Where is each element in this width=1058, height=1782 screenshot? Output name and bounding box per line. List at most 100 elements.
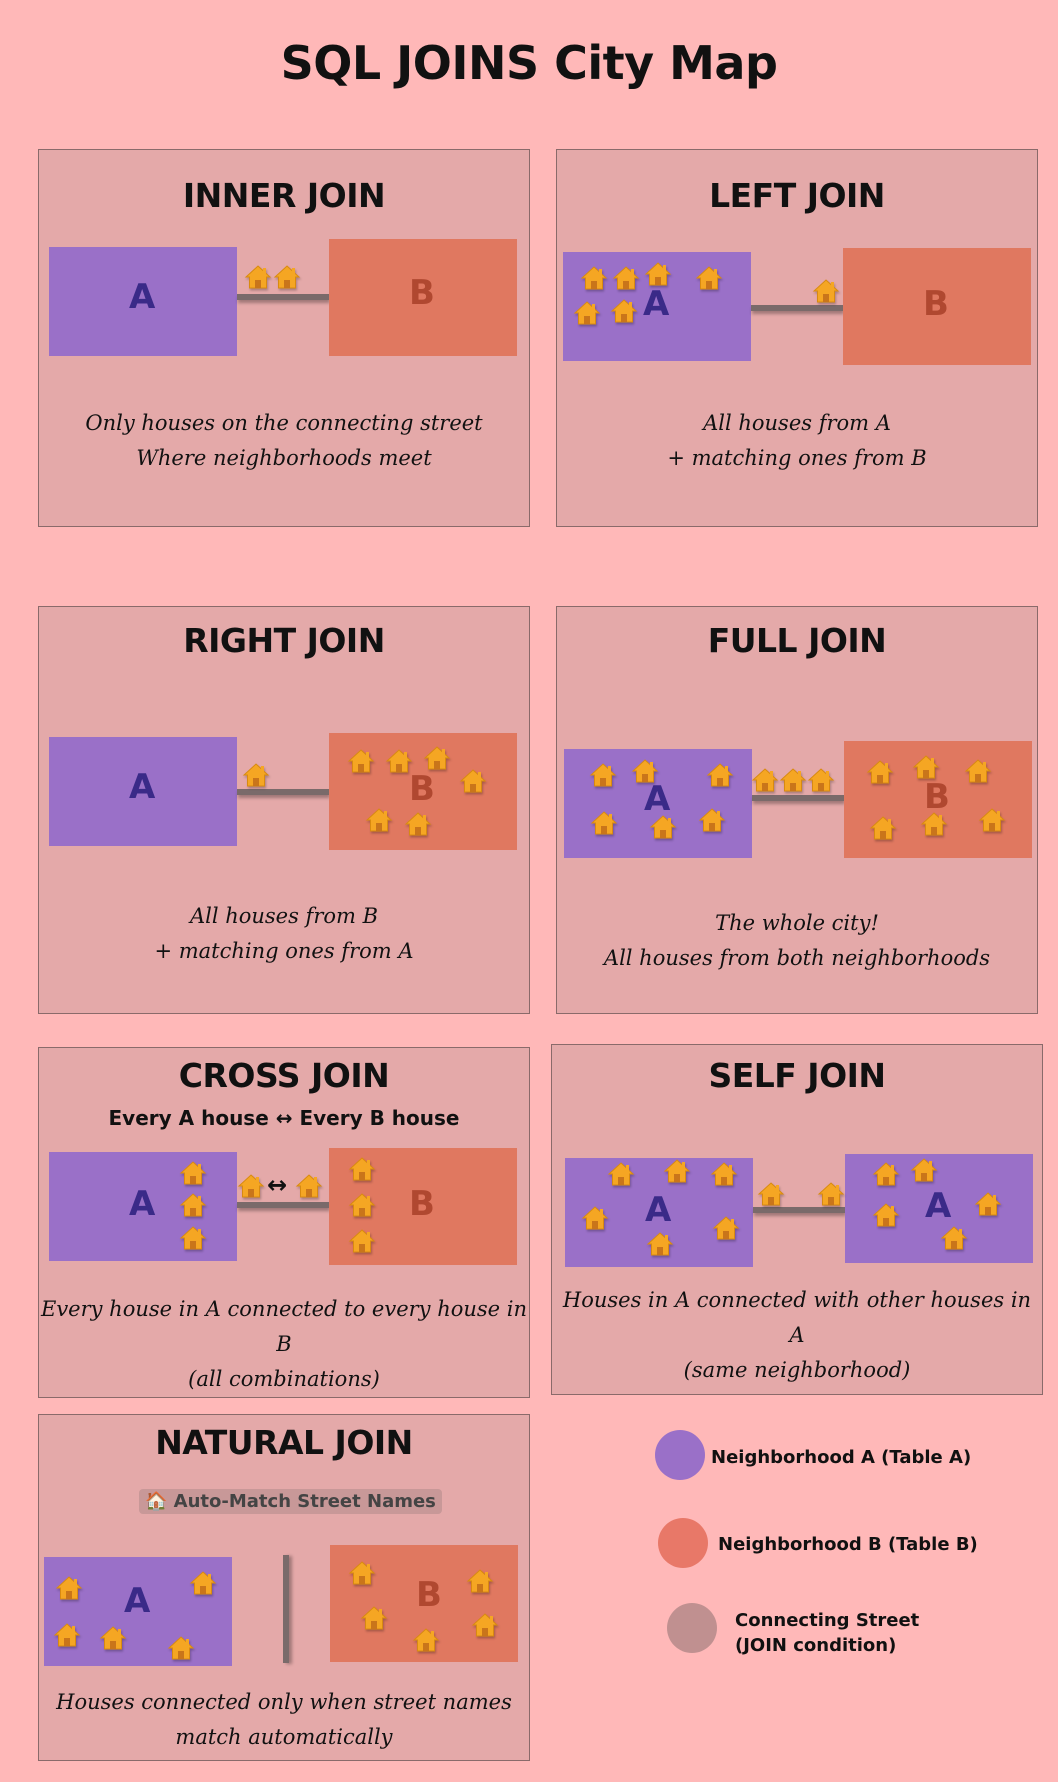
caption-line: All houses from both neighborhoods: [603, 946, 991, 970]
house-icon: [360, 1605, 388, 1631]
house-icon: [237, 1173, 265, 1199]
neighborhood-b: B: [843, 248, 1031, 365]
house-icon: [974, 1191, 1002, 1217]
house-icon: [663, 1158, 691, 1184]
house-icon: [189, 1570, 217, 1596]
panel-subtitle: Every A house ↔ Every B house: [108, 1106, 460, 1130]
neighborhood-label: B: [409, 769, 435, 809]
caption: All houses from A + matching ones from B: [557, 406, 1037, 476]
house-icon: [179, 1192, 207, 1218]
neighborhood-label: A: [643, 284, 670, 324]
page-title: SQL JOINS City Map: [280, 36, 778, 90]
natural-join-panel: NATURAL JOIN 🏠 Auto-Match Street Names A…: [38, 1414, 530, 1761]
neighborhood-label: B: [416, 1575, 442, 1615]
house-icon: [423, 745, 451, 771]
house-icon: [712, 1215, 740, 1241]
caption: Every house in A connected to every hous…: [39, 1292, 529, 1397]
neighborhood-label: A: [644, 779, 671, 819]
caption-line: (all combinations): [188, 1367, 380, 1391]
panel-title: NATURAL JOIN: [155, 1423, 413, 1462]
caption-line: Only houses on the connecting street: [85, 411, 483, 435]
house-icon: [920, 811, 948, 837]
house-icon: [590, 810, 618, 836]
legend-line: (JOIN condition): [735, 1635, 897, 1656]
house-icon: [385, 748, 413, 774]
neighborhood-label: B: [924, 777, 950, 817]
neighborhood-a: A: [49, 1152, 237, 1261]
neighborhood-label: A: [129, 767, 156, 807]
house-icon: [695, 265, 723, 291]
caption-line: All houses from A: [703, 411, 891, 435]
house-icon: [940, 1225, 968, 1251]
legend-line: Connecting Street: [735, 1610, 920, 1631]
neighborhood-b: B: [329, 239, 517, 356]
house-icon: [167, 1635, 195, 1661]
connecting-street: [751, 305, 843, 311]
neighborhood-label: B: [923, 284, 949, 324]
caption-line: (same neighborhood): [683, 1358, 911, 1382]
left-join-panel: LEFT JOIN A B All houses from A + matchi…: [556, 149, 1038, 527]
house-icon: [573, 300, 601, 326]
house-icon: [348, 1560, 376, 1586]
caption-line: Houses connected only when street names: [56, 1690, 512, 1714]
house-icon: [365, 807, 393, 833]
house-icon: [612, 265, 640, 291]
house-icon: [631, 758, 659, 784]
house-icon: [646, 1231, 674, 1257]
house-icon: [817, 1181, 845, 1207]
connecting-street: [237, 789, 329, 795]
house-icon: [348, 1156, 376, 1182]
house-icon: [471, 1612, 499, 1638]
caption-line: match automatically: [175, 1725, 393, 1749]
caption-line: All houses from B: [189, 904, 379, 928]
bidirectional-arrow-icon: ↔: [267, 1171, 288, 1199]
neighborhood-label: B: [409, 1184, 435, 1224]
caption: Houses connected only when street names …: [39, 1685, 529, 1755]
house-icon: [466, 1568, 494, 1594]
caption: All houses from B + matching ones from A: [39, 899, 529, 969]
legend-swatch-street: [667, 1603, 717, 1653]
inner-join-panel: INNER JOIN A B Only houses on the connec…: [38, 149, 530, 527]
house-icon: [912, 754, 940, 780]
house-icon: [807, 767, 835, 793]
house-icon: [273, 264, 301, 290]
house-icon: [869, 815, 897, 841]
neighborhood-label: A: [645, 1190, 672, 1230]
house-icon: [348, 1228, 376, 1254]
panel-title: SELF JOIN: [708, 1056, 886, 1095]
caption: The whole city! All houses from both nei…: [557, 906, 1037, 976]
panel-title: INNER JOIN: [182, 176, 386, 215]
neighborhood-a-copy: A: [845, 1154, 1033, 1263]
house-icon: [580, 265, 608, 291]
house-icon: [812, 278, 840, 304]
house-icon: [757, 1181, 785, 1207]
neighborhood-label: A: [124, 1581, 151, 1621]
house-icon: [866, 759, 894, 785]
connecting-street: [237, 294, 329, 300]
legend-swatch-a: [655, 1430, 705, 1480]
house-icon: [459, 768, 487, 794]
house-icon: [295, 1173, 323, 1199]
house-icon: [347, 748, 375, 774]
neighborhood-label: A: [129, 1184, 156, 1224]
house-icon: [179, 1225, 207, 1251]
house-icon: [581, 1205, 609, 1231]
panel-title: FULL JOIN: [707, 621, 887, 660]
house-icon: [978, 807, 1006, 833]
neighborhood-a: A: [49, 247, 237, 356]
house-icon: [649, 814, 677, 840]
house-icon: [779, 767, 807, 793]
house-icon: [55, 1575, 83, 1601]
neighborhood-label: B: [409, 273, 435, 313]
house-icon: [589, 762, 617, 788]
caption-line: Where neighborhoods meet: [136, 446, 432, 470]
neighborhood-label: A: [129, 277, 156, 317]
legend-label-street: Connecting Street (JOIN condition): [735, 1608, 919, 1658]
house-icon: [910, 1157, 938, 1183]
legend-swatch-b: [658, 1518, 708, 1568]
legend-label-a: Neighborhood A (Table A): [711, 1447, 972, 1468]
house-icon: [964, 758, 992, 784]
legend-label-b: Neighborhood B (Table B): [718, 1534, 978, 1555]
house-icon: [607, 1161, 635, 1187]
house-icon: [412, 1627, 440, 1653]
